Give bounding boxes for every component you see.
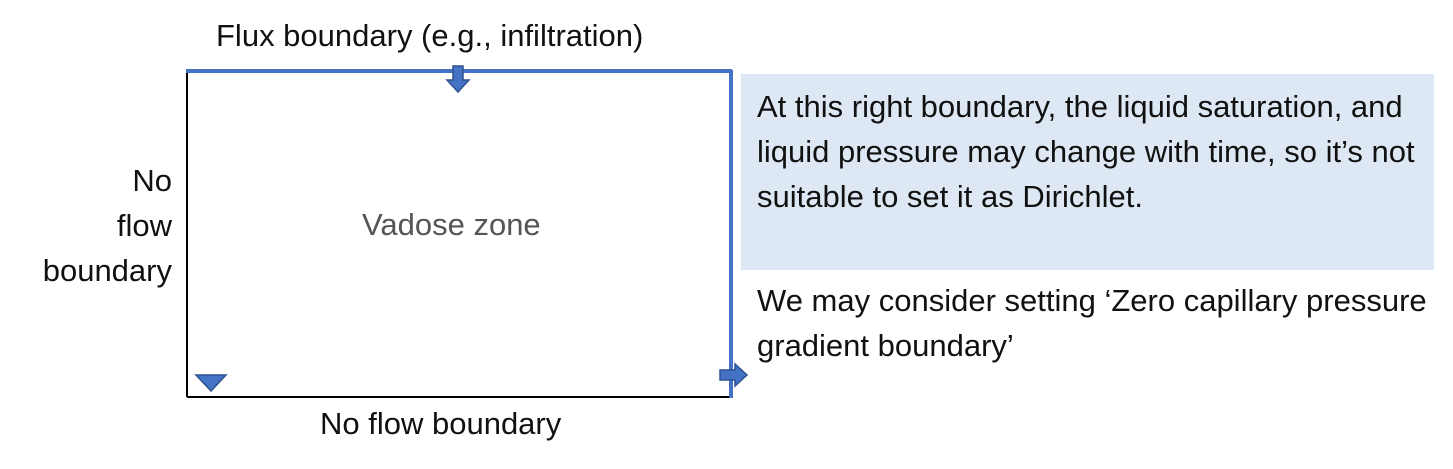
outflow-arrow-icon (719, 362, 749, 388)
left-label-line: No (132, 163, 172, 198)
left-label-line: flow (116, 208, 172, 243)
vadose-zone-label: Vadose zone (362, 207, 541, 242)
infiltration-arrow-icon (445, 65, 471, 94)
right-boundary-note-text: At this right boundary, the liquid satur… (757, 89, 1415, 214)
bottom-no-flow-boundary-label: No flow boundary (320, 406, 562, 441)
suggestion-text: We may consider setting ‘Zero capillary … (757, 283, 1427, 363)
triangle-marker-icon (194, 374, 228, 393)
left-no-flow-boundary-label: No flow boundary (20, 158, 172, 293)
flux-boundary-label: Flux boundary (e.g., infiltration) (216, 18, 644, 53)
left-label-line: boundary (42, 253, 172, 288)
right-boundary-note-box (741, 74, 1434, 270)
